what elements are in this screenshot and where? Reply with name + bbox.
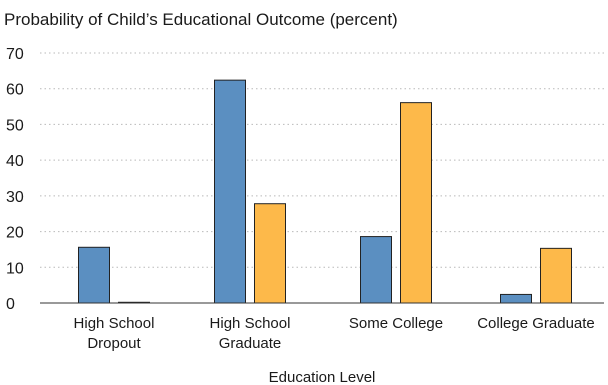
category-label-4-line-1: College Graduate xyxy=(477,315,595,332)
bar-series1-cat4 xyxy=(500,293,532,304)
y-tick-label-70: 70 xyxy=(6,46,24,63)
category-label-2-line-1: High School xyxy=(210,315,291,332)
category-labels: High School Dropout High School Graduate Som… xyxy=(74,315,595,352)
y-tick-label-50: 50 xyxy=(6,117,24,134)
bar-series2-cat3 xyxy=(400,102,432,304)
category-label-1-line-1: High School xyxy=(74,315,155,332)
y-tick-label-0: 0 xyxy=(6,296,15,313)
bar-series2-cat4 xyxy=(540,247,572,304)
bar-series1-cat2 xyxy=(214,79,246,304)
y-tick-label-20: 20 xyxy=(6,225,24,242)
gridlines xyxy=(40,52,604,268)
bar-series1-cat1 xyxy=(78,246,110,304)
x-axis-label: Education Level xyxy=(269,369,376,385)
bars xyxy=(78,79,572,304)
bar-series2-cat2 xyxy=(254,203,286,304)
y-tick-label-60: 60 xyxy=(6,82,24,99)
y-tick-label-10: 10 xyxy=(6,260,24,277)
chart-title: Probability of Child’s Educational Outco… xyxy=(4,10,398,29)
y-tick-labels: 0 10 20 30 40 50 60 70 xyxy=(6,46,24,313)
y-tick-label-30: 30 xyxy=(6,189,24,206)
y-tick-label-40: 40 xyxy=(6,153,24,170)
category-label-3-line-1: Some College xyxy=(349,315,443,332)
category-label-1-line-2: Dropout xyxy=(87,335,141,352)
bar-series1-cat3 xyxy=(360,236,392,304)
category-label-2-line-2: Graduate xyxy=(219,335,282,352)
